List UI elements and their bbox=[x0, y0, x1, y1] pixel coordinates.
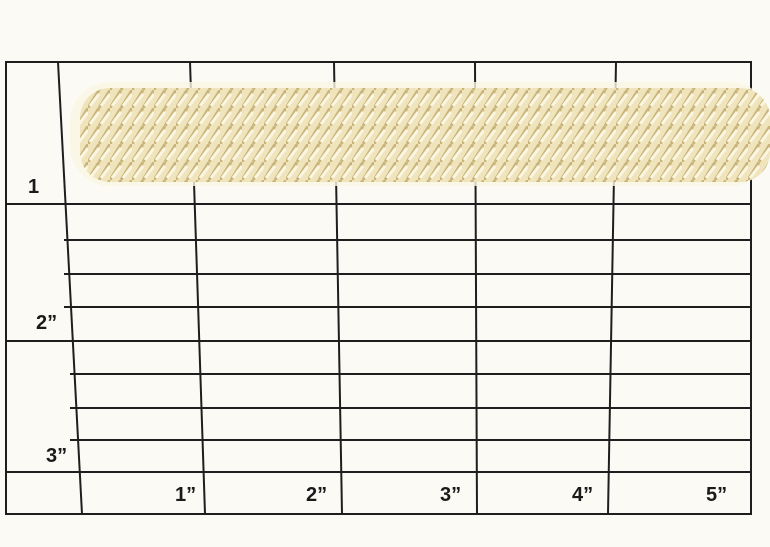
column-label-1: 1” bbox=[175, 484, 197, 506]
column-label-5: 5” bbox=[706, 484, 728, 506]
column-label-2: 2” bbox=[306, 484, 328, 506]
column-label-3: 3” bbox=[440, 484, 462, 506]
braided-trim bbox=[70, 82, 770, 186]
row-label-1: 1 bbox=[28, 176, 40, 198]
row-label-2: 2” bbox=[36, 312, 58, 334]
row-label-3: 3” bbox=[46, 445, 68, 467]
column-label-4: 4” bbox=[572, 484, 594, 506]
